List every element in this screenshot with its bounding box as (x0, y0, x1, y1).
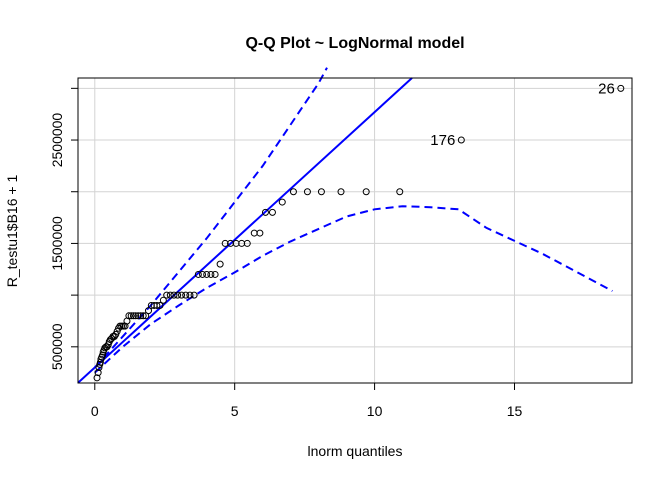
data-point (153, 301, 161, 309)
data-point (617, 84, 625, 92)
data-point (457, 136, 465, 144)
x-tick-label: 10 (367, 403, 383, 419)
data-point (132, 312, 140, 320)
data-point (178, 291, 186, 299)
y-axis-label: R_testu1$B16 + 1 (4, 175, 20, 288)
y-axis: 500000 1500000 2500000 (49, 87, 79, 370)
data-point (134, 312, 142, 320)
y-tick-label: 500000 (49, 323, 65, 370)
data-point (99, 351, 107, 359)
data-point (261, 208, 269, 216)
confidence-envelope (94, 67, 613, 374)
data-point (139, 312, 147, 320)
data-point (95, 363, 103, 371)
data-point (159, 296, 167, 304)
data-point (216, 260, 224, 268)
data-point (199, 270, 207, 278)
data-point (129, 312, 137, 320)
data-point (203, 270, 211, 278)
data-point (317, 188, 325, 196)
reference-line (77, 77, 413, 384)
point-label: 176 (430, 132, 455, 149)
x-tick-label: 0 (91, 403, 99, 419)
point-annotations: 176 26 (430, 80, 615, 149)
x-axis-label: lnorm quantiles (308, 443, 403, 459)
chart-title: Q-Q Plot ~ LogNormal model (245, 35, 464, 52)
y-tick-label: 1500000 (49, 216, 65, 271)
point-label: 26 (598, 80, 615, 97)
data-point (362, 188, 370, 196)
data-point (163, 291, 171, 299)
grid-lines (78, 78, 632, 383)
data-point (142, 312, 150, 320)
data-point (170, 291, 178, 299)
data-point (93, 374, 101, 382)
data-point (278, 198, 286, 206)
data-point (190, 291, 198, 299)
data-point (211, 270, 219, 278)
data-point (125, 312, 133, 320)
data-point (207, 270, 215, 278)
data-point (194, 270, 202, 278)
data-point (127, 312, 135, 320)
data-point (268, 208, 276, 216)
data-point (243, 239, 251, 247)
data-points (93, 84, 625, 382)
y-tick-label: 2500000 (49, 113, 65, 168)
data-point (337, 188, 345, 196)
data-point (303, 188, 311, 196)
x-tick-label: 15 (507, 403, 523, 419)
data-point (289, 188, 297, 196)
data-point (174, 291, 182, 299)
qq-reference-line (77, 77, 413, 384)
data-point (145, 307, 153, 315)
data-point (221, 239, 229, 247)
data-point (137, 312, 145, 320)
lower-envelope-line (94, 205, 613, 374)
data-point (256, 229, 264, 237)
data-point (94, 369, 102, 377)
data-point (186, 291, 194, 299)
data-point (182, 291, 190, 299)
data-point (96, 358, 104, 366)
x-tick-label: 5 (231, 403, 239, 419)
data-point (396, 188, 404, 196)
plot-box (77, 77, 633, 384)
data-point (110, 332, 118, 340)
data-point (156, 301, 164, 309)
data-point (166, 291, 174, 299)
x-axis: 0 5 10 15 (91, 382, 523, 419)
